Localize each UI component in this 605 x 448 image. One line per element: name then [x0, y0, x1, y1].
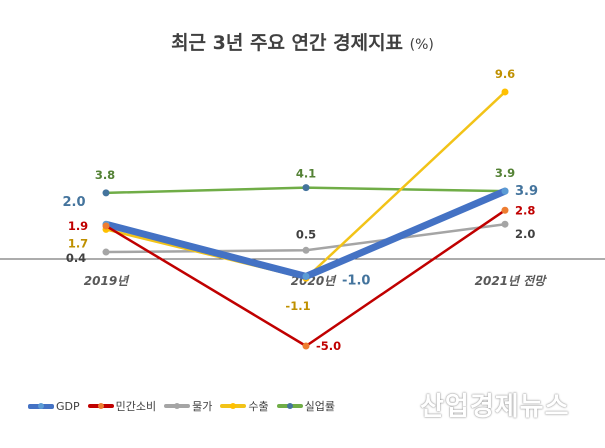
legend-item: 수출	[220, 398, 269, 414]
data-label: 2.8	[515, 203, 535, 217]
data-label: 3.9	[495, 166, 515, 180]
legend-swatch	[276, 403, 303, 409]
category-label: 2019년	[84, 274, 130, 288]
legend-swatch	[28, 402, 54, 409]
data-label: -1.1	[285, 299, 310, 313]
legend-label: 민간소비	[115, 400, 157, 413]
watermark-logo: 산업경제뉴스	[420, 392, 570, 422]
legend-item: 실업률	[276, 398, 335, 414]
data-label: -5.0	[316, 339, 341, 353]
data-label: 9.6	[495, 67, 515, 81]
legend-swatch	[220, 403, 247, 409]
data-point	[302, 272, 310, 280]
category-label: 2021년 전망	[475, 274, 548, 288]
data-point	[501, 220, 509, 228]
data-point	[501, 187, 509, 195]
data-label: 1.9	[68, 219, 88, 233]
data-label: -1.0	[342, 273, 370, 288]
title-text: 최근 3년 주요 연간 경제지표	[171, 32, 404, 54]
data-point	[302, 246, 310, 254]
data-label: 3.8	[95, 168, 115, 182]
legend-label: 수출	[248, 400, 269, 413]
data-label: 0.4	[66, 251, 86, 265]
data-label: 4.1	[296, 167, 316, 181]
legend-swatch	[87, 403, 114, 409]
legend-item: GDP	[28, 400, 80, 413]
data-point	[501, 206, 509, 214]
data-label: 2.0	[515, 227, 535, 241]
data-point	[302, 184, 310, 192]
data-point	[102, 248, 110, 256]
data-label: 0.5	[296, 227, 316, 241]
legend-swatch	[164, 403, 191, 409]
data-label: 3.9	[515, 184, 538, 199]
legend-item: 물가	[164, 398, 212, 414]
legend-label: 실업률	[304, 400, 335, 413]
chart-title: 최근 3년 주요 연간 경제지표 (%)	[0, 28, 605, 55]
legend-label: 물가	[192, 400, 213, 413]
data-label: 1.7	[68, 236, 88, 250]
data-label: 2.0	[62, 195, 85, 210]
legend: GDP 민간소비 물가 수출 실업률	[28, 398, 335, 414]
data-point	[102, 222, 110, 230]
data-point	[102, 189, 110, 197]
legend-label: GDP	[56, 399, 80, 413]
data-point	[302, 342, 310, 350]
data-point	[501, 88, 509, 96]
title-unit: (%)	[409, 37, 434, 53]
legend-item: 민간소비	[87, 398, 157, 414]
